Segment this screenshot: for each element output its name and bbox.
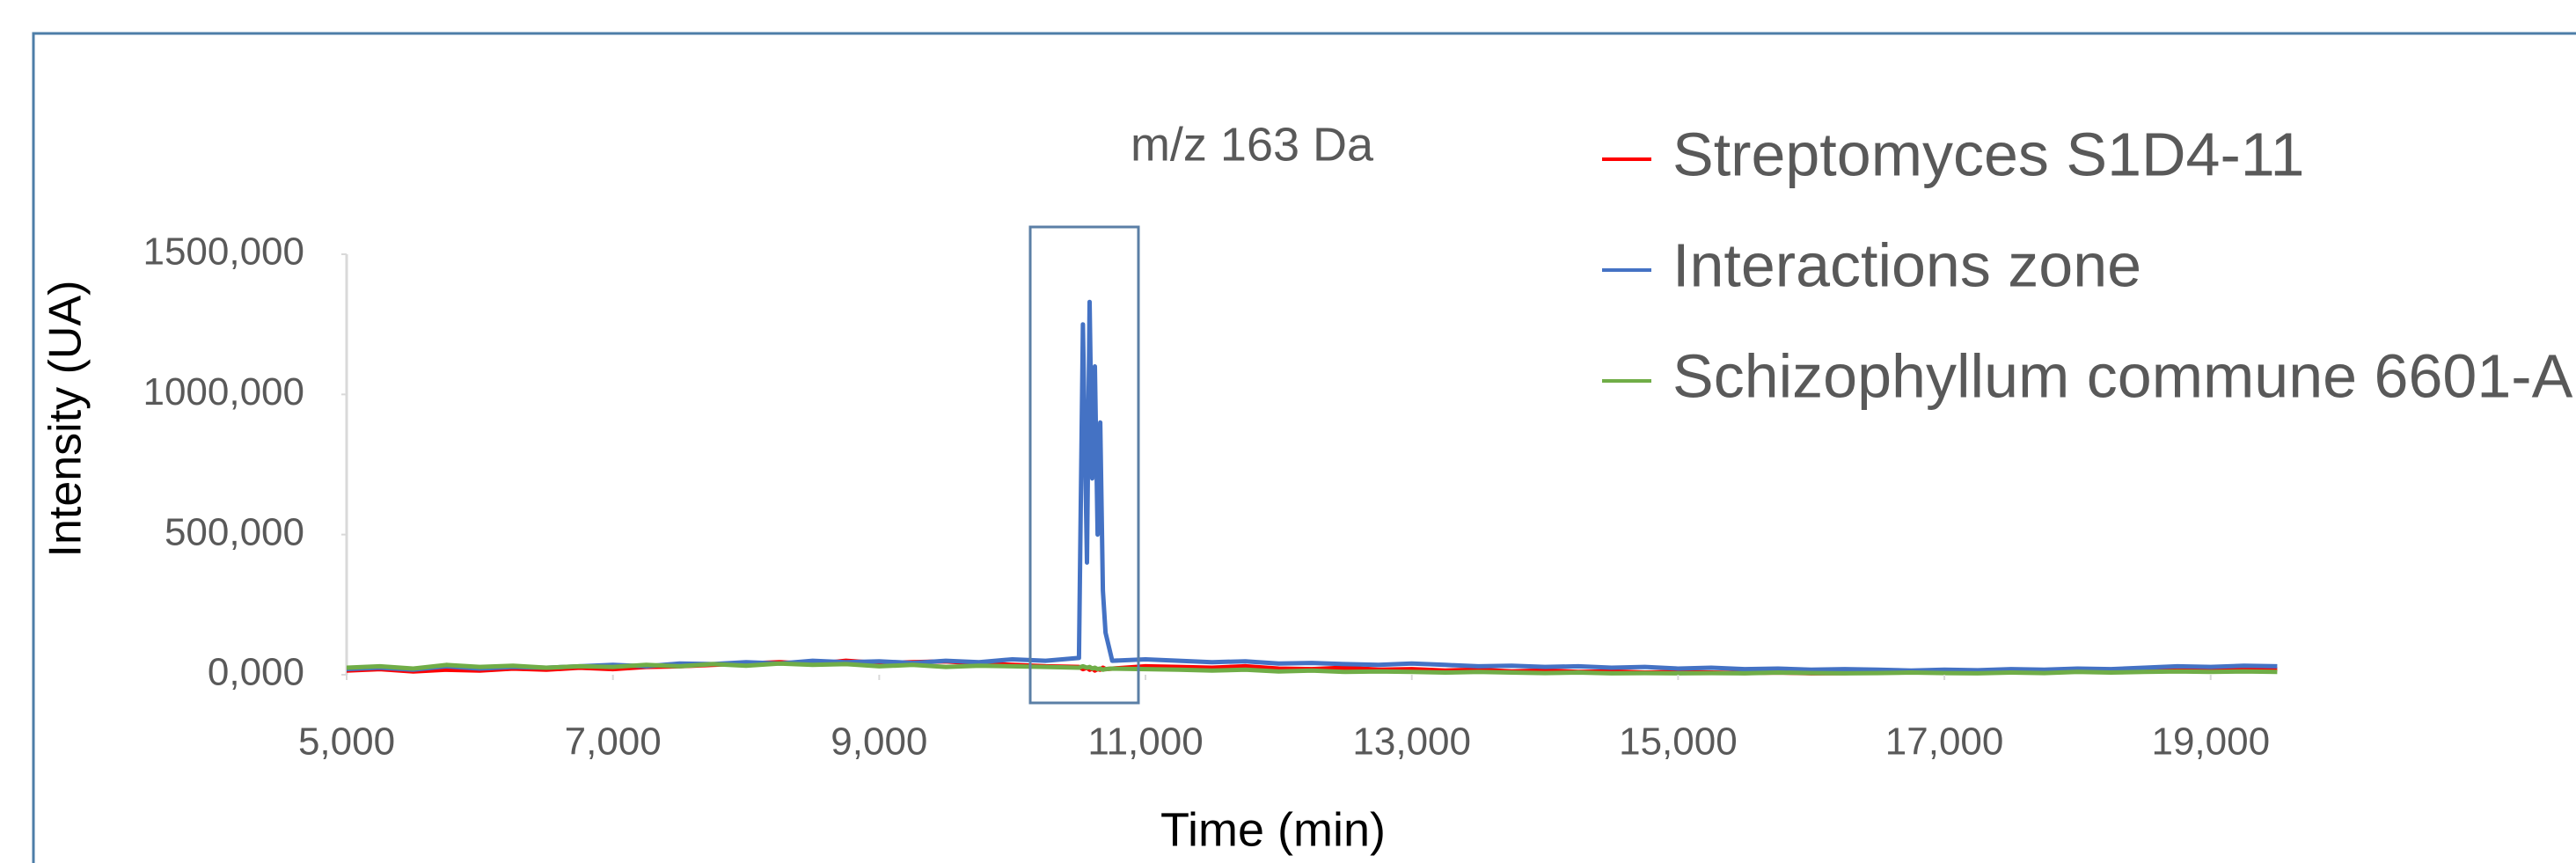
x-tick-label: 15,000 [1619,720,1738,764]
y-tick-label: 1500,000 [143,230,304,274]
legend-label: Interactions zone [1672,230,2141,299]
y-tick-label: 1000,000 [143,370,304,413]
x-tick-label: 19,000 [2151,720,2270,764]
series-line [346,661,2278,676]
x-axis-label: Time (min) [1160,803,1386,856]
annotation: m/z 163 Da [1131,118,1374,171]
plot-area [346,299,2278,676]
y-axis-label: Intensity (UA) [40,281,91,558]
highlight-box [1028,225,1140,705]
x-tick-label: 9,000 [831,720,927,764]
y-tick-label: 0,000 [208,651,304,694]
x-tick-label: 7,000 [565,720,662,764]
legend-label: Streptomyces S1D4-11 [1672,120,2304,188]
x-tick-label: 13,000 [1352,720,1471,764]
x-tick-label: 17,000 [1885,720,2004,764]
x-tick-label: 5,000 [298,720,395,764]
frame [32,32,2576,863]
legend-label: Schizophyllum commune 6601-A [1672,341,2573,410]
y-tick-label: 500,000 [165,510,304,553]
x-tick-label: 11,000 [1087,720,1203,764]
